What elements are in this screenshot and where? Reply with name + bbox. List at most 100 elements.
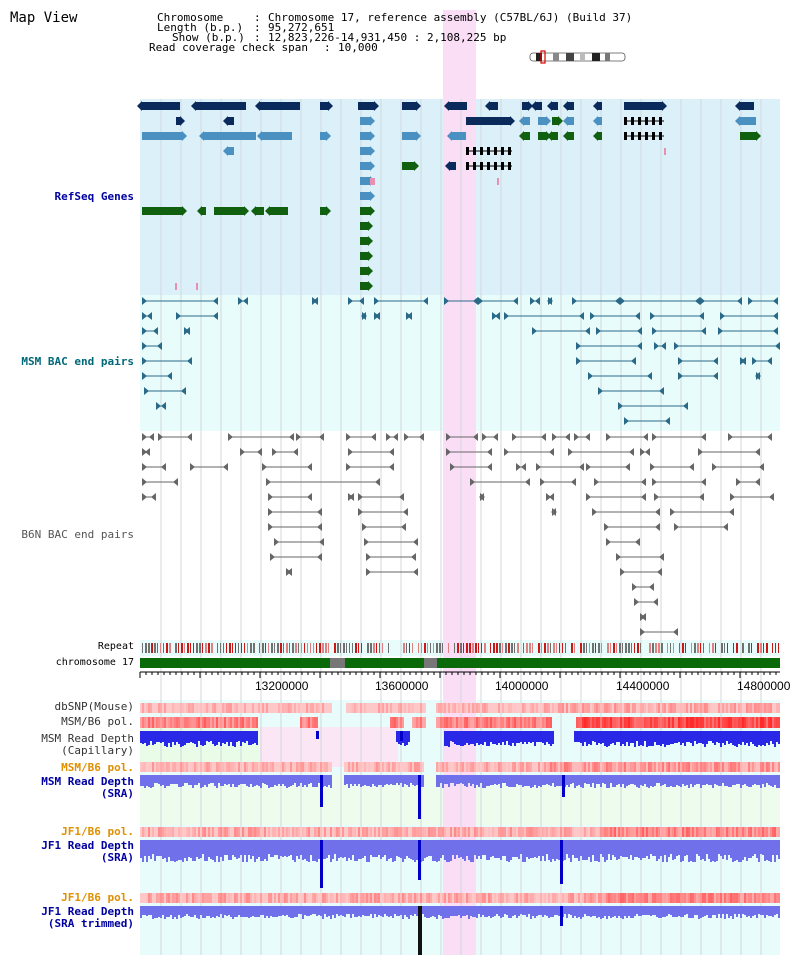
polymorphism-cell bbox=[652, 893, 654, 903]
polymorphism-cell bbox=[390, 893, 392, 903]
polymorphism-cell bbox=[696, 827, 698, 837]
polymorphism-cell bbox=[456, 827, 458, 837]
repeat-element bbox=[382, 643, 383, 653]
read-depth-bar bbox=[446, 731, 448, 746]
read-depth-bar bbox=[188, 840, 190, 857]
track-label-refseq[interactable]: RefSeq Genes bbox=[54, 190, 134, 203]
polymorphism-cell bbox=[698, 893, 700, 903]
polymorphism-cell bbox=[270, 762, 272, 772]
polymorphism-cell bbox=[418, 893, 420, 903]
read-depth-bar bbox=[404, 840, 406, 859]
read-depth-bar bbox=[164, 775, 166, 788]
read-depth-bar bbox=[616, 840, 618, 860]
polymorphism-cell bbox=[524, 703, 526, 713]
polymorphism-cell bbox=[282, 703, 284, 713]
polymorphism-cell bbox=[406, 703, 408, 713]
read-depth-bar bbox=[668, 731, 670, 745]
track-label-msm-b6-pol-2[interactable]: MSM/B6 pol. bbox=[61, 761, 134, 774]
repeat-element bbox=[559, 643, 560, 653]
polymorphism-cell bbox=[610, 893, 612, 903]
read-depth-bar bbox=[752, 906, 754, 916]
track-label-jf1-pol-2[interactable]: JF1/B6 pol. bbox=[61, 891, 134, 904]
read-depth-bar bbox=[530, 731, 532, 743]
polymorphism-cell bbox=[392, 762, 394, 772]
track-label-jf1-pol[interactable]: JF1/B6 pol. bbox=[61, 825, 134, 838]
read-depth-bar bbox=[408, 840, 410, 858]
polymorphism-cell bbox=[682, 762, 684, 772]
polymorphism-cell bbox=[574, 893, 576, 903]
track-label-jf1-trimmed[interactable]: JF1 Read Depth bbox=[41, 905, 134, 918]
polymorphism-cell bbox=[308, 827, 310, 837]
polymorphism-cell bbox=[500, 827, 502, 837]
bac-end bbox=[153, 327, 158, 335]
polymorphism-cell bbox=[662, 703, 664, 713]
repeat-element bbox=[178, 643, 179, 653]
polymorphism-cell bbox=[218, 703, 220, 713]
polymorphism-cell bbox=[548, 717, 550, 728]
page-title: Map View bbox=[10, 10, 78, 26]
polymorphism-cell bbox=[500, 893, 502, 903]
bac-end bbox=[661, 342, 666, 350]
polymorphism-cell bbox=[296, 827, 298, 837]
polymorphism-cell bbox=[236, 703, 238, 713]
read-depth-bar bbox=[392, 906, 394, 918]
bac-end bbox=[535, 297, 540, 305]
bac-end bbox=[571, 478, 576, 486]
read-depth-bar bbox=[392, 775, 394, 785]
track-label-b6n-bac[interactable]: B6N BAC end pairs bbox=[21, 528, 134, 541]
read-depth-bar bbox=[280, 906, 282, 916]
polymorphism-cell bbox=[724, 703, 726, 713]
gene-feature bbox=[450, 162, 456, 170]
read-depth-bar bbox=[544, 731, 546, 745]
track-label-msm-b6-pol[interactable]: MSM/B6 pol. bbox=[61, 715, 134, 728]
polymorphism-cell bbox=[486, 717, 488, 728]
polymorphism-cell bbox=[716, 893, 718, 903]
track-label-dbsnp[interactable]: dbSNP(Mouse) bbox=[54, 700, 134, 713]
repeat-element bbox=[757, 643, 759, 653]
track-label-msm-sra[interactable]: MSM Read Depth bbox=[41, 775, 134, 788]
read-depth-bar bbox=[148, 731, 150, 745]
track-label-jf1-sra[interactable]: JF1 Read Depth bbox=[41, 839, 134, 852]
polymorphism-cell bbox=[168, 703, 170, 713]
bac-end bbox=[647, 372, 652, 380]
read-depth-bar bbox=[406, 731, 408, 745]
polymorphism-cell bbox=[168, 893, 170, 903]
polymorphism-cell bbox=[360, 827, 362, 837]
read-depth-bar bbox=[542, 906, 544, 917]
polymorphism-cell bbox=[652, 703, 654, 713]
repeat-element bbox=[205, 643, 207, 653]
polymorphism-cell bbox=[148, 827, 150, 837]
read-depth-bar bbox=[602, 906, 604, 918]
polymorphism-cell bbox=[754, 827, 756, 837]
polymorphism-cell bbox=[614, 762, 616, 772]
polymorphism-cell bbox=[650, 703, 652, 713]
polymorphism-cell bbox=[774, 893, 776, 903]
polymorphism-cell bbox=[262, 703, 264, 713]
read-depth-bar bbox=[552, 840, 554, 859]
polymorphism-cell bbox=[528, 717, 530, 728]
read-depth-bar bbox=[584, 731, 586, 742]
read-depth-bar bbox=[502, 840, 504, 856]
track-label-msm-capillary[interactable]: MSM Read Depth bbox=[41, 732, 134, 745]
polymorphism-cell bbox=[686, 703, 688, 713]
polymorphism-cell bbox=[334, 893, 336, 903]
track-label-msm-bac[interactable]: MSM BAC end pairs bbox=[21, 355, 134, 368]
read-depth-bar bbox=[278, 906, 280, 916]
polymorphism-cell bbox=[160, 827, 162, 837]
read-depth-bar bbox=[744, 731, 746, 745]
chromosome-ideogram[interactable] bbox=[529, 50, 626, 64]
polymorphism-cell bbox=[254, 703, 256, 713]
read-depth-bar bbox=[738, 906, 740, 914]
read-depth-bar bbox=[260, 840, 262, 861]
bac-end bbox=[413, 568, 418, 576]
polymorphism-cell bbox=[384, 703, 386, 713]
polymorphism-cell bbox=[634, 717, 636, 728]
read-depth-bar bbox=[778, 840, 780, 859]
capillary-pink-region bbox=[258, 727, 398, 767]
polymorphism-cell bbox=[644, 762, 646, 772]
polymorphism-cell bbox=[176, 762, 178, 772]
read-depth-bar bbox=[718, 840, 720, 854]
polymorphism-cell bbox=[518, 717, 520, 728]
read-depth-bar bbox=[356, 906, 358, 917]
